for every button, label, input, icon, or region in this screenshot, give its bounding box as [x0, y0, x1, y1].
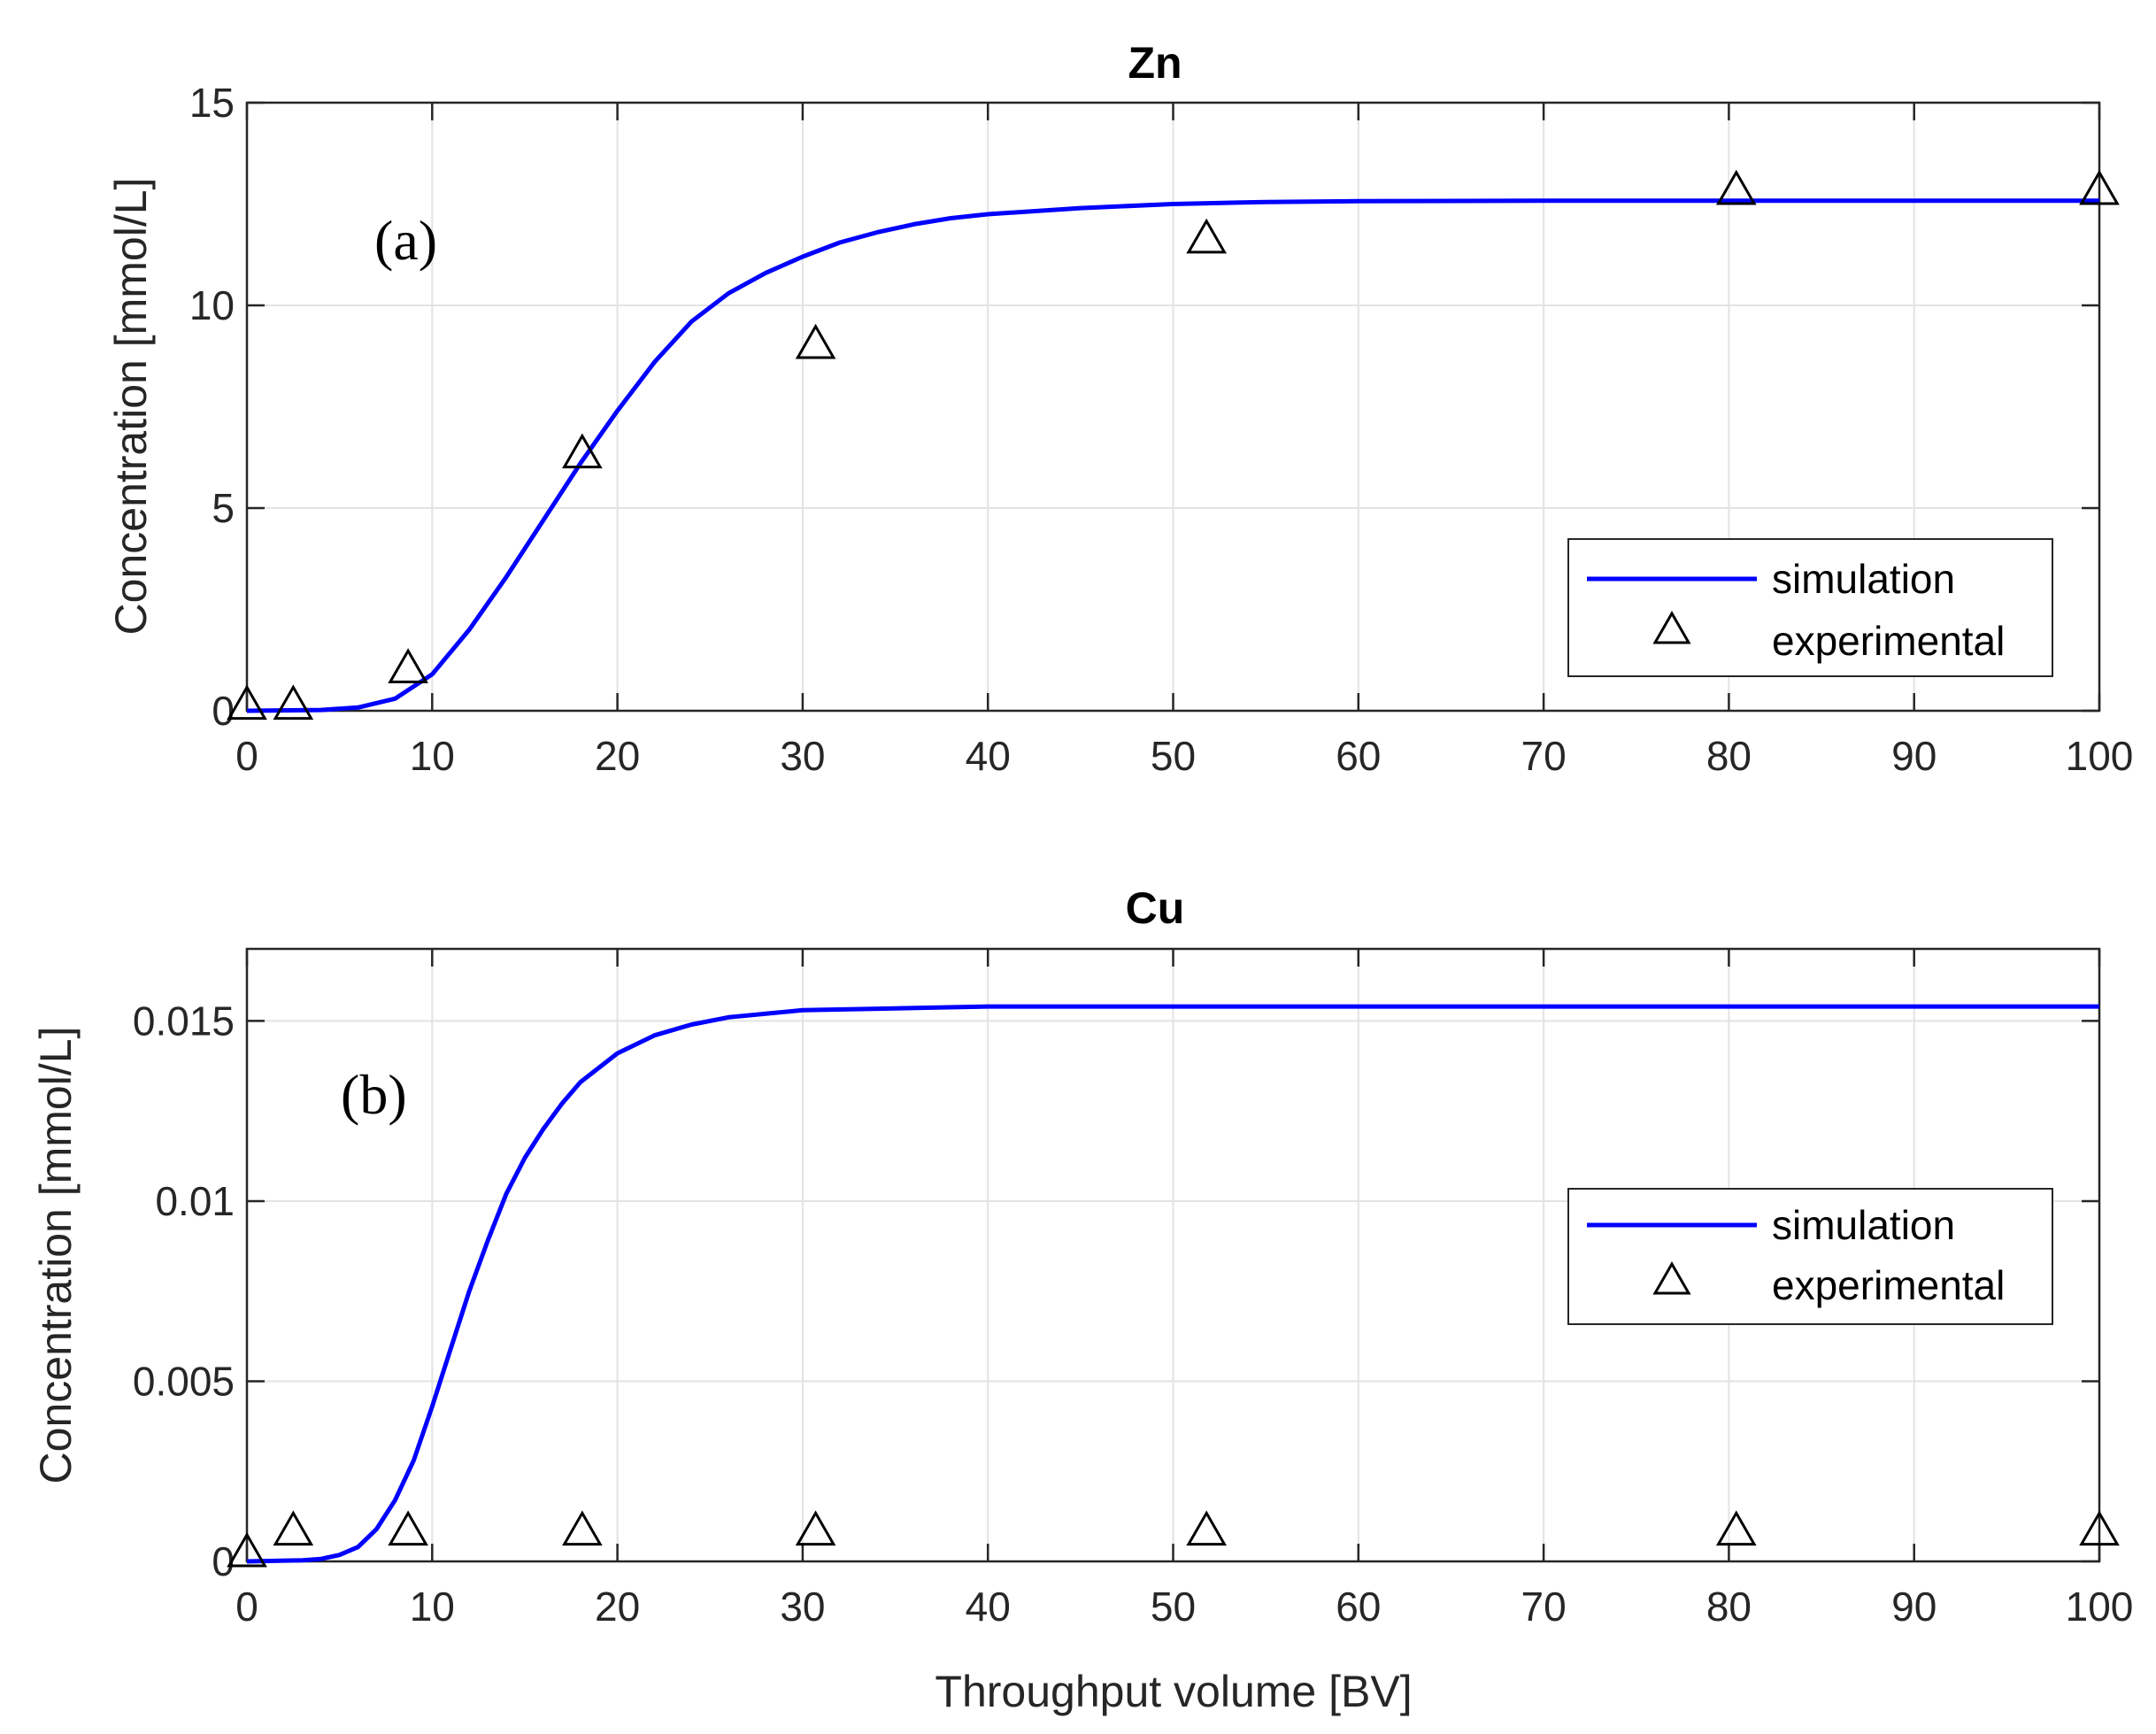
- x-tick-label: 10: [410, 1584, 455, 1630]
- x-tick-label: 0: [235, 1584, 258, 1630]
- x-tick-label: 80: [1706, 733, 1752, 779]
- experimental-point: [1715, 1510, 1757, 1546]
- x-tick-label: 90: [1891, 733, 1937, 779]
- series: [227, 169, 2120, 721]
- x-tick-label: 40: [966, 733, 1011, 779]
- series: [227, 1004, 2120, 1568]
- panel-zn: Zn 0 10 20 30 40 50 60 70 80 90 100 0 5 10 15 Concent…: [106, 38, 2133, 779]
- x-tick-label: 70: [1521, 1584, 1567, 1630]
- x-tick-label: 20: [595, 733, 640, 779]
- legend: simulation experimental: [1567, 1188, 2053, 1325]
- x-tick-label: 50: [1151, 1584, 1196, 1630]
- experimental-point: [562, 433, 603, 469]
- experimental-point: [273, 1510, 314, 1546]
- x-tick-label: 50: [1151, 733, 1196, 779]
- x-tick-label: 60: [1336, 1584, 1381, 1630]
- x-tick-labels: 0 10 20 30 40 50 60 70 80 90 100: [235, 733, 2133, 779]
- y-tick-label: 0: [212, 688, 235, 734]
- x-tick-label: 30: [780, 1584, 825, 1630]
- x-tick-label: 80: [1706, 1584, 1752, 1630]
- x-tick-label: 100: [2066, 733, 2134, 779]
- legend-label-simulation: simulation: [1772, 1202, 1955, 1248]
- experimental-point: [273, 684, 314, 721]
- legend-box: [1567, 538, 2053, 677]
- x-tick-label: 10: [410, 733, 455, 779]
- panel-label: (a): [374, 209, 437, 272]
- experimental-point: [1186, 1510, 1228, 1546]
- legend: simulation experimental: [1567, 538, 2053, 677]
- x-tick-label: 0: [235, 733, 258, 779]
- y-tick-label: 0.01: [155, 1178, 235, 1224]
- experimental-point: [388, 648, 428, 683]
- x-tick-label: 60: [1336, 733, 1381, 779]
- experimental-point: [388, 1510, 428, 1546]
- legend-box: [1567, 1188, 2053, 1325]
- y-tick-labels: 0 5 10 15: [189, 80, 235, 734]
- panel-title: Zn: [1128, 38, 1182, 88]
- x-tick-label: 90: [1891, 1584, 1937, 1630]
- y-axis-label: Concentration [mmol/L]: [31, 1027, 81, 1484]
- simulation-line: [246, 198, 2099, 713]
- y-tick-label: 0.005: [133, 1358, 235, 1404]
- legend-marker-experimental: [1652, 1260, 1691, 1295]
- legend-label-experimental: experimental: [1772, 618, 2005, 664]
- y-tick-label: 15: [189, 80, 235, 126]
- experimental-point: [227, 1531, 267, 1568]
- legend-label-experimental: experimental: [1772, 1262, 2005, 1308]
- legend-marker-experimental: [1652, 610, 1691, 644]
- experimental-point: [1715, 169, 1757, 205]
- simulation-line: [246, 1004, 2099, 1564]
- experimental-point: [2079, 169, 2120, 205]
- experimental-point: [562, 1510, 603, 1546]
- y-tick-label: 0.015: [133, 998, 235, 1044]
- x-tick-label: 30: [780, 733, 825, 779]
- experimental-point: [795, 1510, 836, 1546]
- y-axis-label: Concentration [mmol/L]: [106, 178, 156, 636]
- x-tick-label: 40: [966, 1584, 1011, 1630]
- experimental-point: [795, 323, 836, 359]
- x-tick-label: 20: [595, 1584, 640, 1630]
- panel-title: Cu: [1126, 883, 1185, 933]
- y-tick-label: 5: [212, 485, 235, 531]
- x-tick-label: 100: [2066, 1584, 2134, 1630]
- legend-label-simulation: simulation: [1772, 556, 1955, 602]
- y-tick-label: 10: [189, 282, 235, 328]
- experimental-point: [1186, 218, 1228, 254]
- x-tick-labels: 0 10 20 30 40 50 60 70 80 90 100: [235, 1584, 2133, 1630]
- panel-cu: Cu 0 10 20 30 40 50 60 70 80 90 100 0 0.005 0.01 0.01…: [31, 883, 2133, 1716]
- x-axis-label: Throughput volume [BV]: [935, 1667, 1412, 1716]
- x-tick-label: 70: [1521, 733, 1567, 779]
- panel-label: (b): [341, 1063, 407, 1126]
- experimental-point: [2079, 1510, 2120, 1546]
- experimental-point: [227, 684, 267, 721]
